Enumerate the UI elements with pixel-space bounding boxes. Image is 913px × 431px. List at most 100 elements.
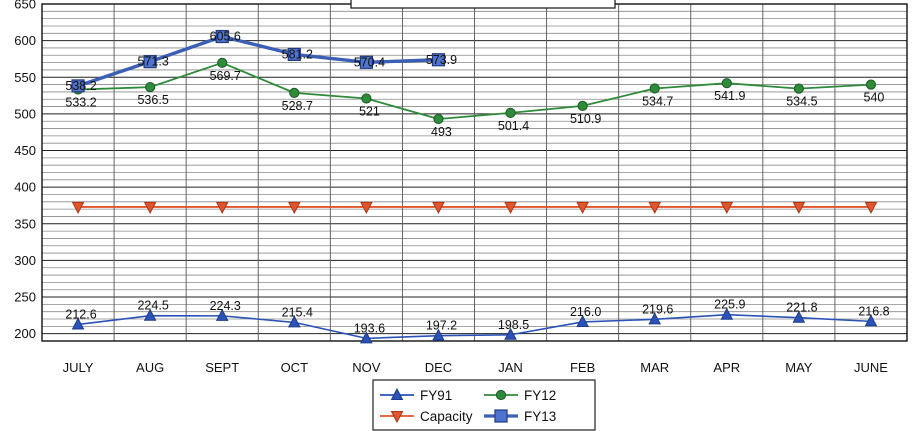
data-point xyxy=(433,113,444,125)
data-label: 536.5 xyxy=(137,93,168,107)
data-point xyxy=(143,308,157,321)
data-point xyxy=(649,83,660,94)
x-tick-label: AUG xyxy=(136,360,164,375)
data-point xyxy=(71,201,85,215)
data-point xyxy=(287,201,301,215)
legend-label: Capacity xyxy=(420,409,473,424)
y-tick-label: 350 xyxy=(14,216,36,231)
y-tick-label: 650 xyxy=(14,0,36,12)
data-point xyxy=(505,107,516,118)
data-label: 215.4 xyxy=(282,305,313,319)
x-axis-ticks: JULY AUG SEPT OCT NOV DEC JAN FEB MAR APR MAY JUNE xyxy=(63,360,889,375)
data-label: 569.7 xyxy=(210,69,241,83)
data-label: 224.3 xyxy=(210,299,241,313)
data-point xyxy=(215,201,229,215)
y-axis-ticks: 200 250 300 350 400 450 500 550 600 650 xyxy=(14,0,36,341)
data-label: 510.9 xyxy=(570,112,601,126)
data-point xyxy=(432,328,445,341)
legend-item-fy12: FY12 xyxy=(484,388,556,403)
data-point xyxy=(721,78,732,89)
legend: FY91 FY12 Capacity FY13 xyxy=(372,379,596,431)
legend-label: FY12 xyxy=(524,388,556,403)
data-label: 493 xyxy=(431,125,452,139)
data-point xyxy=(504,201,517,215)
x-tick-label: FEB xyxy=(570,360,595,375)
data-point xyxy=(792,310,806,323)
data-point xyxy=(215,29,229,44)
data-label: 212.6 xyxy=(65,307,96,321)
data-label: 528.7 xyxy=(282,99,313,113)
data-point xyxy=(71,317,85,330)
y-tick-label: 300 xyxy=(14,253,36,268)
series-group xyxy=(71,29,878,344)
data-point xyxy=(792,201,806,215)
y-tick-label: 550 xyxy=(14,70,36,85)
data-label: 219.6 xyxy=(642,302,673,316)
data-label: 221.8 xyxy=(786,301,817,315)
data-label: 216.8 xyxy=(858,304,889,318)
data-label: 538.2 xyxy=(65,79,96,93)
data-labels: 212.6 224.5 224.3 215.4 193.6 197.2 198.5 216.0… xyxy=(65,30,889,336)
data-label: 225.9 xyxy=(714,298,745,312)
y-tick-label: 200 xyxy=(14,326,36,341)
x-tick-label: NOV xyxy=(352,360,381,375)
data-point xyxy=(504,327,517,340)
data-point xyxy=(287,315,301,328)
y-tick-label: 450 xyxy=(14,143,36,158)
data-label: 216.0 xyxy=(570,305,601,319)
data-point xyxy=(495,389,507,401)
data-point xyxy=(215,308,229,321)
data-label: 224.5 xyxy=(137,299,168,313)
data-point xyxy=(576,314,589,327)
data-label: 198.5 xyxy=(498,318,529,332)
legend-label: FY13 xyxy=(524,409,556,424)
data-point xyxy=(576,201,589,215)
series-capacity xyxy=(71,201,878,215)
data-point xyxy=(390,387,404,400)
y-tick-label: 600 xyxy=(14,33,36,48)
data-label: 533.2 xyxy=(65,96,96,110)
data-point xyxy=(577,100,588,112)
data-label: 570.4 xyxy=(354,55,385,69)
data-point xyxy=(143,55,157,69)
data-point xyxy=(361,93,372,104)
series-fy91 xyxy=(71,307,878,344)
y-tick-label: 400 xyxy=(14,180,36,195)
x-tick-label: DEC xyxy=(425,360,452,375)
x-tick-label: SEPT xyxy=(205,360,239,375)
data-point xyxy=(494,409,508,423)
legend-label: FY91 xyxy=(420,388,452,403)
data-point xyxy=(217,57,228,68)
x-tick-label: JUNE xyxy=(854,360,888,375)
data-label: 540 xyxy=(864,91,885,105)
series-fy13 xyxy=(71,29,446,93)
x-tick-label: APR xyxy=(713,360,740,375)
data-label: 541.9 xyxy=(714,89,745,103)
data-label: 501.4 xyxy=(498,119,529,133)
data-label: 197.2 xyxy=(426,319,457,333)
x-tick-label: MAY xyxy=(785,360,813,375)
data-point xyxy=(720,201,734,215)
data-point xyxy=(864,314,878,327)
data-point xyxy=(865,79,877,90)
data-point xyxy=(289,87,300,98)
data-point xyxy=(390,411,404,424)
legend-item-fy91: FY91 xyxy=(380,387,452,403)
series-line xyxy=(77,313,871,340)
data-label: 605.6 xyxy=(210,30,241,44)
data-label: 571.3 xyxy=(137,55,168,69)
series-line xyxy=(78,61,872,120)
data-label: 581.2 xyxy=(282,47,313,61)
legend-item-capacity: Capacity xyxy=(380,409,473,424)
data-point xyxy=(648,312,662,325)
data-label: 521 xyxy=(359,105,380,119)
data-point xyxy=(359,55,373,69)
data-point xyxy=(71,79,85,93)
series-fy12 xyxy=(72,57,877,125)
data-point xyxy=(360,201,373,215)
plot-frame xyxy=(41,0,908,342)
x-tick-label: JAN xyxy=(498,360,523,375)
top-caption-box xyxy=(350,0,616,9)
data-label: 193.6 xyxy=(354,321,385,335)
data-point xyxy=(793,83,804,94)
